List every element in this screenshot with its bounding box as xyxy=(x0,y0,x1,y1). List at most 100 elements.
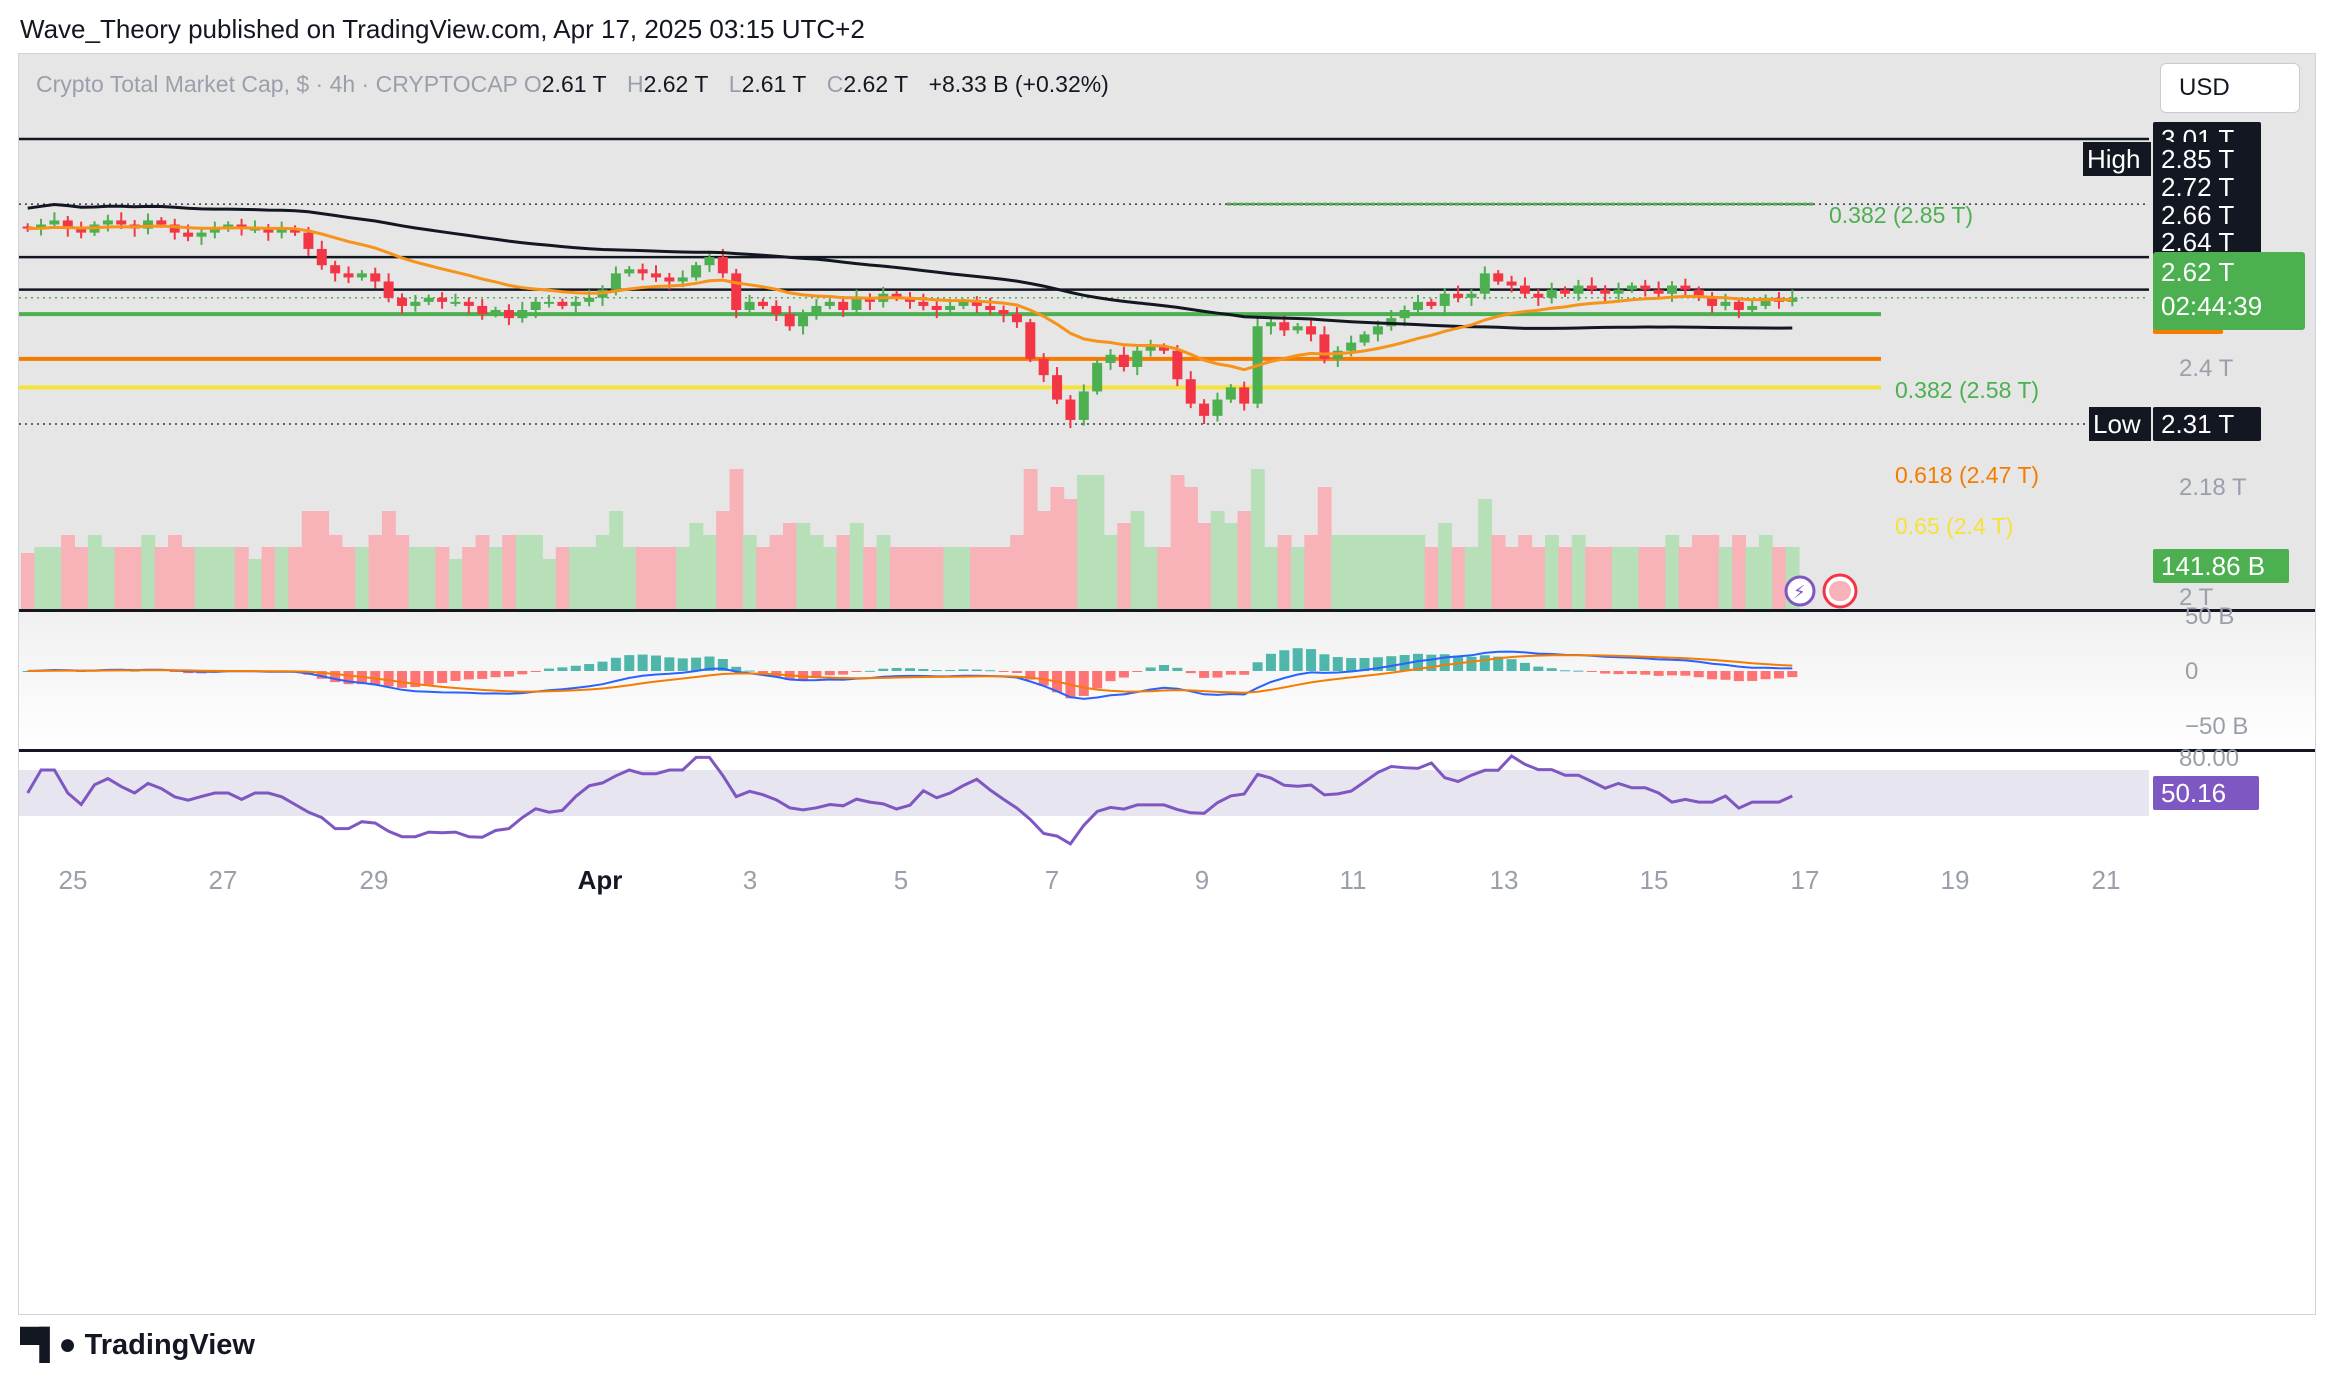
volume-bar xyxy=(61,535,75,609)
chart-canvas[interactable]: 0.382 (2.85 T) 0.382 (2.58 T) 0.618 (2.47 … xyxy=(19,54,2315,1314)
volume-bar xyxy=(1317,487,1332,609)
extreme-tag-box xyxy=(2083,142,2151,176)
candle-body xyxy=(1319,334,1330,359)
volume-bar xyxy=(21,553,35,609)
candle-body xyxy=(1145,346,1156,351)
candle-body xyxy=(1600,289,1611,294)
volume-bar xyxy=(1411,535,1426,609)
close-key: C xyxy=(826,71,844,97)
volume-bar xyxy=(475,535,490,609)
volume-bar xyxy=(221,547,236,609)
candle-body xyxy=(918,301,929,306)
candle-body xyxy=(463,301,474,306)
volume-bar xyxy=(1651,547,1666,609)
candle-body xyxy=(383,281,394,298)
price-label: 2.31 T xyxy=(2161,409,2234,439)
volume-bar xyxy=(435,547,450,609)
macd-hist-bar xyxy=(343,671,354,685)
rsi-axis-tick: 80.00 xyxy=(2179,745,2239,772)
price-label-box xyxy=(2153,225,2261,259)
candle-body xyxy=(1065,399,1076,420)
price-label-box xyxy=(2153,407,2261,441)
chart-frame[interactable]: 0.382 (2.85 T) 0.382 (2.58 T) 0.618 (2.47 … xyxy=(18,53,2316,1315)
macd-hist-bar xyxy=(584,664,595,671)
volume-bar xyxy=(622,547,637,609)
macd-hist-bar xyxy=(1386,656,1397,671)
macd-hist-bar xyxy=(1279,650,1290,671)
macd-hist-bar xyxy=(891,667,902,671)
candle-body xyxy=(196,232,207,237)
candle-body xyxy=(356,273,367,278)
macd-hist-bar xyxy=(1105,671,1116,682)
bar-countdown: 02:44:39 xyxy=(2161,291,2262,321)
macd-hist-bar xyxy=(463,671,474,680)
candle-body xyxy=(1372,326,1383,335)
volume-bar xyxy=(515,535,530,609)
volume-bar xyxy=(1090,475,1105,609)
publisher-header: Wave_Theory published on TradingView.com… xyxy=(20,14,865,44)
volume-bar xyxy=(970,547,985,609)
volume-bar xyxy=(1451,547,1466,609)
last-price-box xyxy=(2153,252,2305,330)
macd-hist-bar xyxy=(1667,671,1677,676)
macd-hist-bar xyxy=(905,668,915,671)
macd-hist-bar xyxy=(1092,671,1103,689)
macd-hist-bar xyxy=(1720,671,1731,680)
macd-hist-bar xyxy=(1319,654,1330,671)
volume-bar xyxy=(1117,523,1132,609)
time-axis-tick: 11 xyxy=(1340,865,1367,895)
macd-hist-bar xyxy=(1493,656,1504,671)
candle-body xyxy=(330,265,341,274)
volume-bar xyxy=(1397,535,1412,609)
candle-body xyxy=(998,310,1009,315)
macd-hist-bar xyxy=(330,671,341,683)
volume-bar xyxy=(87,535,102,609)
candle-body xyxy=(744,301,755,310)
macd-hist-bar xyxy=(1707,671,1718,680)
candle-body xyxy=(1078,391,1089,420)
price-label: 2.85 T xyxy=(2161,144,2234,174)
candle-body xyxy=(838,301,849,310)
extreme-tag: Low xyxy=(2093,409,2141,439)
candle-body xyxy=(169,224,180,233)
candle-body xyxy=(503,310,514,319)
volume-bar xyxy=(1571,535,1586,609)
candle-body xyxy=(1225,387,1236,400)
candle-body xyxy=(450,301,461,304)
symbol-title[interactable]: Crypto Total Market Cap, $ · 4h · CRYPTO… xyxy=(36,71,518,97)
candle-body xyxy=(1292,326,1303,331)
volume-bar xyxy=(74,547,89,609)
candle-body xyxy=(437,297,448,302)
fib-label: 0.382 (2.85 T) xyxy=(1829,202,1973,228)
macd-hist-bar xyxy=(1680,671,1691,676)
volume-bar xyxy=(769,535,784,609)
pane-divider xyxy=(19,749,2315,752)
time-axis-tick: 13 xyxy=(1490,865,1519,895)
macd-hist-bar xyxy=(1252,662,1263,671)
candle-body xyxy=(945,305,956,310)
footer-brand[interactable]: ▀▌● TradingView xyxy=(20,1328,255,1362)
candle-body xyxy=(637,269,648,274)
volume-bar xyxy=(1478,499,1493,609)
candle-body xyxy=(1159,346,1169,351)
macd-hist-bar xyxy=(945,670,956,672)
candle-body xyxy=(209,228,220,233)
candle-body xyxy=(811,305,822,315)
candle-body xyxy=(102,220,113,225)
macd-hist-bar xyxy=(1239,671,1250,675)
macd-hist-bar xyxy=(490,671,501,678)
macd-hist-bar xyxy=(637,654,648,671)
rsi-line xyxy=(26,754,1793,846)
time-axis-tick: 3 xyxy=(743,865,757,895)
candle-body xyxy=(717,257,728,274)
candle-body xyxy=(1265,322,1276,327)
macd-hist-bar xyxy=(1506,659,1517,671)
volume-bar xyxy=(943,547,958,609)
volume-bar xyxy=(1518,535,1533,609)
currency-selector[interactable]: USD xyxy=(2160,63,2300,113)
candle-body xyxy=(263,228,274,233)
candle-body xyxy=(610,273,621,290)
volume-bar xyxy=(1210,511,1225,609)
candle-body xyxy=(1479,273,1490,294)
volume-bar xyxy=(1291,547,1305,609)
